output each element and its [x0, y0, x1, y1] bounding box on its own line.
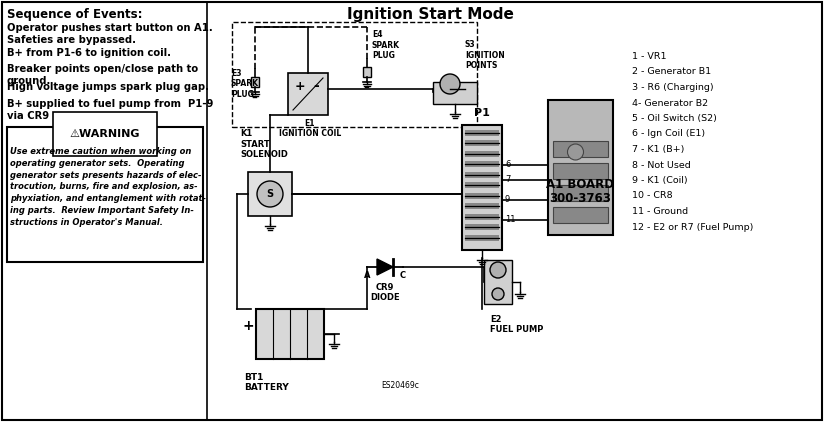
Text: P1: P1: [474, 108, 490, 119]
Text: S: S: [266, 189, 274, 199]
Text: 6: 6: [505, 160, 510, 169]
Text: 11 - Ground: 11 - Ground: [632, 207, 688, 216]
Text: E1
IGNITION COIL: E1 IGNITION COIL: [279, 119, 341, 138]
Bar: [548, 100, 613, 235]
Bar: [484, 260, 512, 304]
Text: S3
IGNITION
POINTS: S3 IGNITION POINTS: [465, 40, 505, 70]
Bar: [465, 192, 499, 198]
Text: 9: 9: [505, 195, 510, 204]
Text: K1
START
SOLENOID: K1 START SOLENOID: [240, 129, 288, 159]
Text: 6 - Ign Coil (E1): 6 - Ign Coil (E1): [632, 130, 705, 138]
Text: E2
FUEL PUMP: E2 FUEL PUMP: [490, 315, 543, 334]
Text: A1 BOARD: A1 BOARD: [546, 179, 615, 192]
Bar: [248, 172, 292, 216]
Text: 5 - Oil Switch (S2): 5 - Oil Switch (S2): [632, 114, 717, 123]
Text: 11: 11: [505, 215, 516, 224]
Text: +: +: [242, 319, 254, 333]
Text: B+ from P1-6 to ignition coil.: B+ from P1-6 to ignition coil.: [7, 48, 171, 58]
Text: 7 - K1 (B+): 7 - K1 (B+): [632, 145, 685, 154]
Text: C: C: [400, 271, 406, 280]
Circle shape: [492, 288, 504, 300]
Bar: [553, 206, 608, 222]
Bar: [256, 309, 324, 359]
Bar: [232, 22, 477, 127]
Bar: [465, 203, 499, 209]
Bar: [553, 141, 608, 157]
Text: CR9
DIODE: CR9 DIODE: [370, 283, 400, 303]
Bar: [251, 77, 259, 87]
Bar: [465, 182, 499, 188]
Bar: [288, 73, 328, 115]
Bar: [465, 151, 499, 157]
Bar: [465, 130, 499, 135]
Bar: [465, 161, 499, 167]
Text: 3 - R6 (Charging): 3 - R6 (Charging): [632, 83, 714, 92]
Polygon shape: [377, 259, 393, 275]
Text: Operator pushes start button on A1.: Operator pushes start button on A1.: [7, 23, 213, 33]
Text: Safeties are bypassed.: Safeties are bypassed.: [7, 35, 136, 45]
Circle shape: [568, 144, 583, 160]
Text: 2 - Generator B1: 2 - Generator B1: [632, 68, 711, 76]
Circle shape: [440, 74, 460, 94]
Text: E3
SPARK
PLUG: E3 SPARK PLUG: [231, 69, 259, 99]
Text: 9 - K1 (Coil): 9 - K1 (Coil): [632, 176, 687, 185]
Bar: [553, 184, 608, 200]
Text: 300-3763: 300-3763: [550, 192, 611, 206]
Text: High voltage jumps spark plug gap.: High voltage jumps spark plug gap.: [7, 82, 209, 92]
Text: +: +: [295, 79, 306, 92]
Bar: [465, 171, 499, 178]
Text: ⚠WARNING: ⚠WARNING: [70, 129, 140, 139]
Bar: [465, 214, 499, 219]
Text: Breaker points open/close path to
ground.: Breaker points open/close path to ground…: [7, 64, 198, 87]
Bar: [462, 124, 502, 249]
Text: -: -: [313, 79, 319, 93]
Circle shape: [490, 262, 506, 278]
Bar: [363, 67, 371, 77]
Bar: [553, 162, 608, 179]
Text: 8 - Not Used: 8 - Not Used: [632, 160, 691, 170]
Text: ES20469c: ES20469c: [381, 381, 419, 390]
Text: E4
SPARK
PLUG: E4 SPARK PLUG: [372, 30, 400, 60]
Bar: [465, 224, 499, 230]
Bar: [433, 82, 477, 104]
Bar: [465, 235, 499, 241]
Text: Use extreme caution when working on
operating generator sets.  Operating
generat: Use extreme caution when working on oper…: [10, 147, 206, 227]
Bar: [465, 140, 499, 146]
Text: 1 - VR1: 1 - VR1: [632, 52, 667, 61]
Text: 10 - CR8: 10 - CR8: [632, 192, 672, 200]
Text: 4- Generator B2: 4- Generator B2: [632, 98, 708, 108]
Text: A: A: [363, 271, 370, 280]
Text: Ignition Start Mode: Ignition Start Mode: [347, 7, 513, 22]
Circle shape: [257, 181, 283, 207]
Text: B+ supplied to fuel pump from  P1-9
via CR9: B+ supplied to fuel pump from P1-9 via C…: [7, 99, 213, 122]
Text: 12 - E2 or R7 (Fuel Pump): 12 - E2 or R7 (Fuel Pump): [632, 222, 753, 232]
Bar: [7, 127, 203, 262]
Text: Sequence of Events:: Sequence of Events:: [7, 8, 143, 21]
Text: 7: 7: [505, 175, 510, 184]
Text: BT1
BATTERY: BT1 BATTERY: [244, 373, 288, 392]
